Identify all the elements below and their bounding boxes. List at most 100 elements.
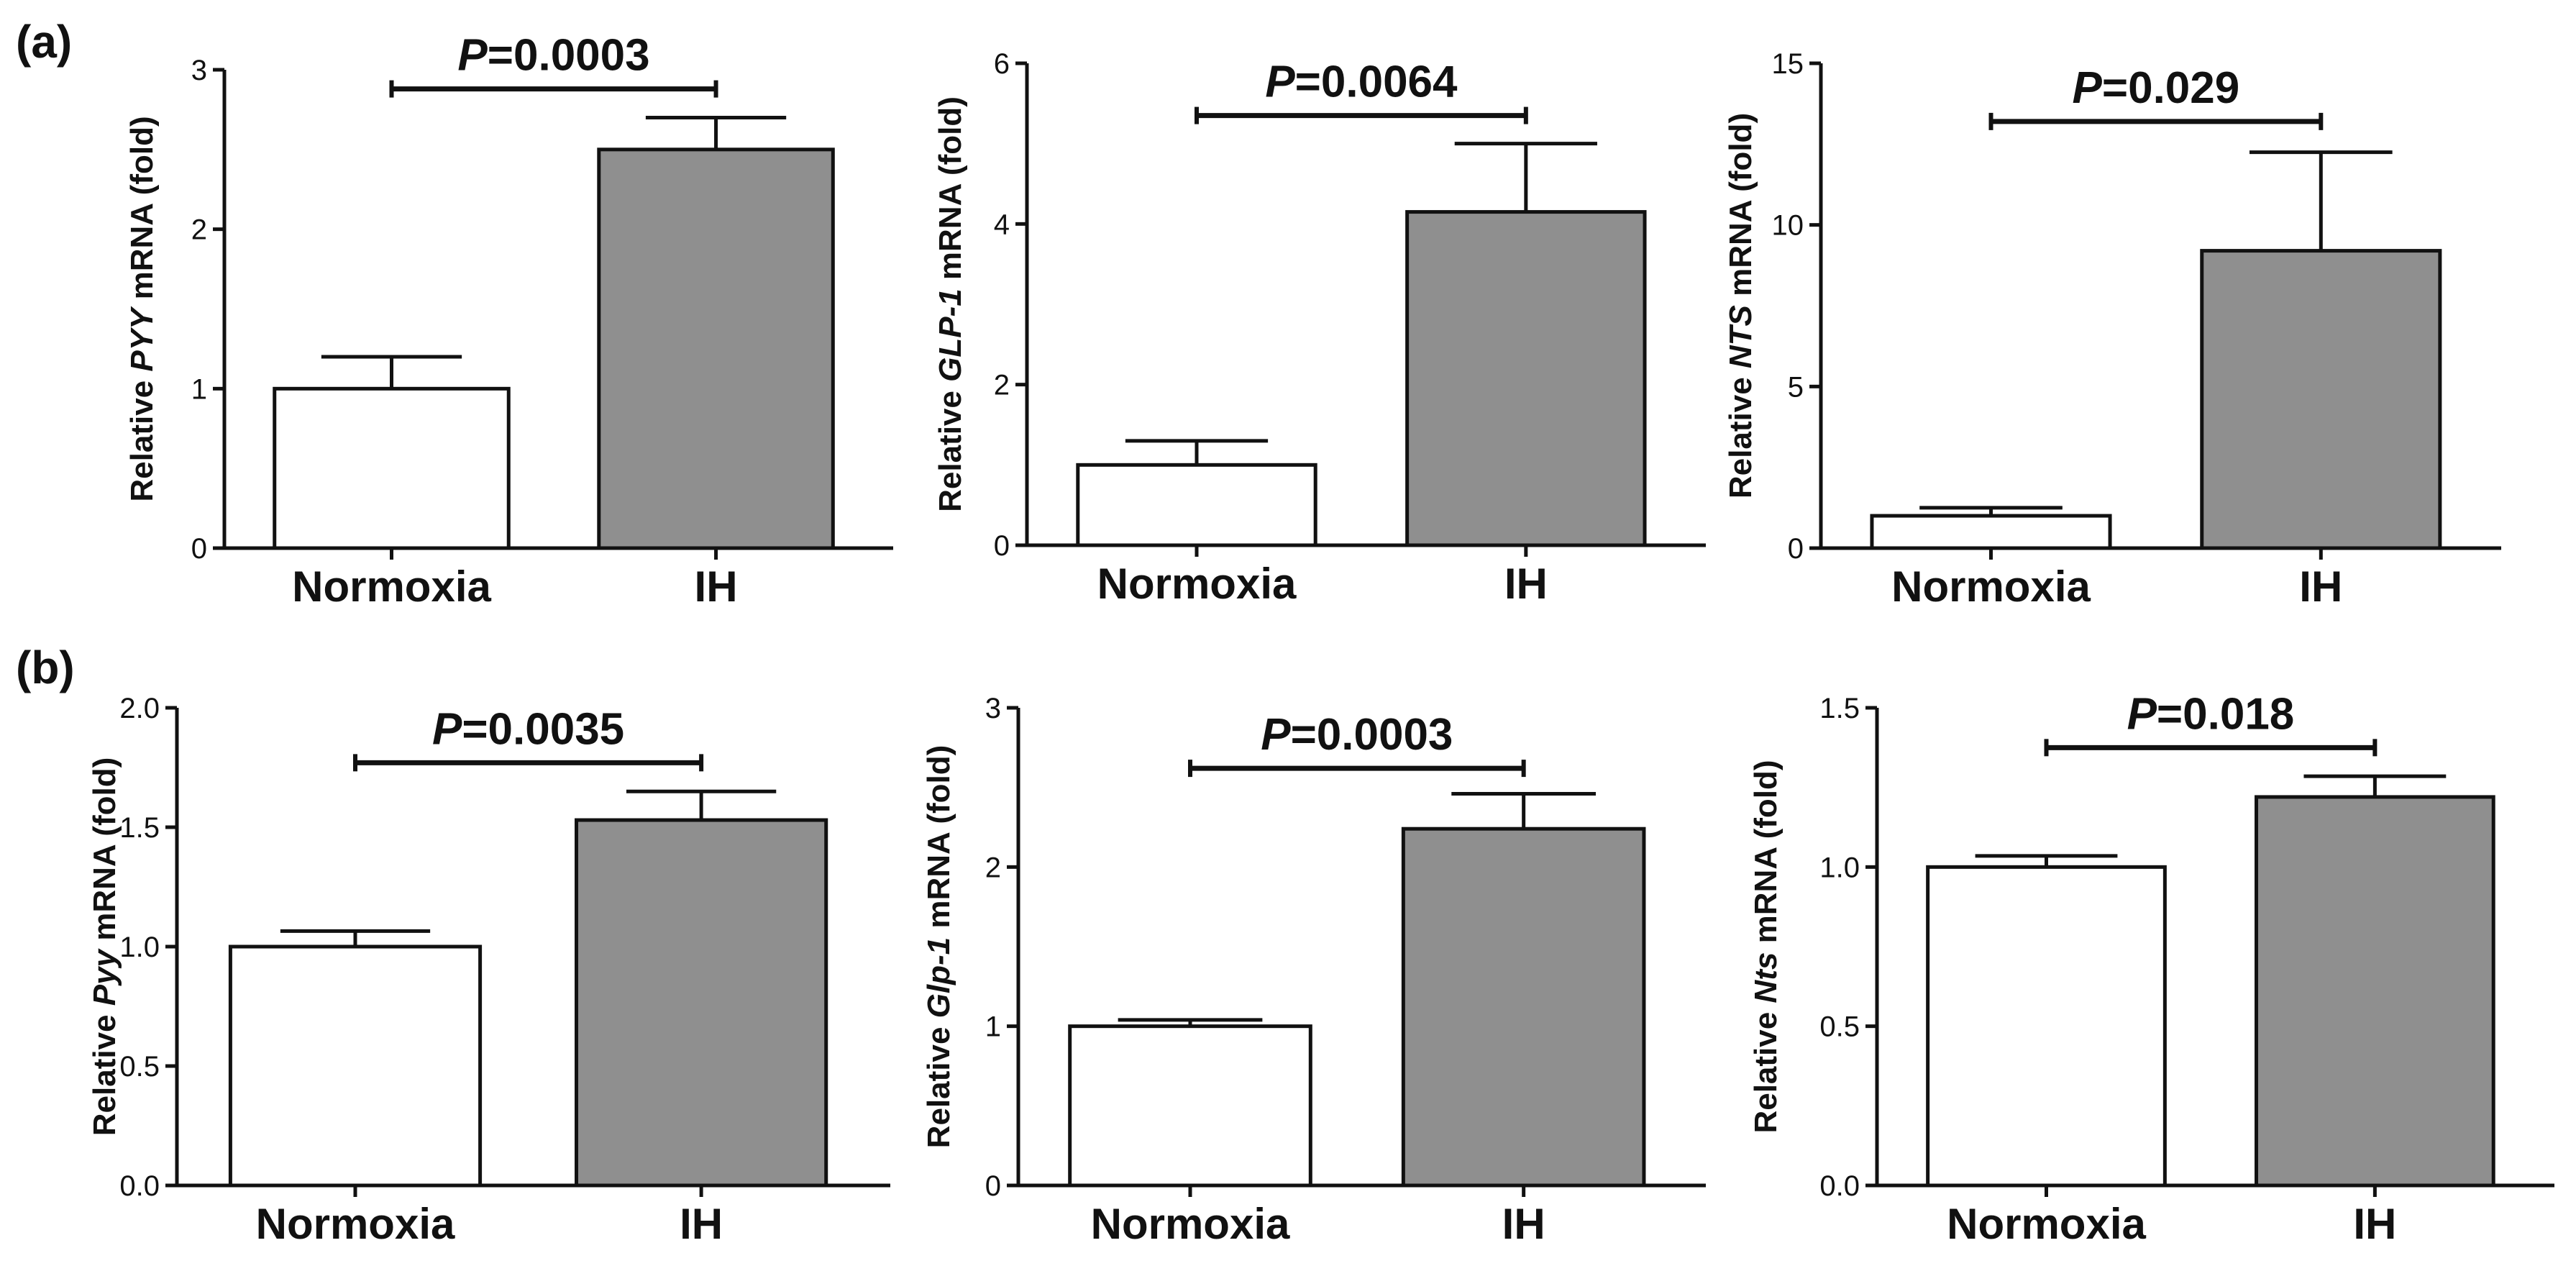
bar-normoxia [1068,1024,1312,1188]
y-tick-label: 0.5 [119,1051,160,1083]
y-axis-label: Relative Pyy mRNA (fold) [87,757,122,1136]
y-tick-label: 15 [1772,48,1804,80]
y-axis-label-suffix: mRNA (fold) [124,116,160,308]
y-tick-label: 4 [994,209,1010,240]
chart-5: 0 1 2 3 Normoxia IH P=0.0003 Relative Glp-1 mRN… [921,693,1706,1248]
bar-normoxia [1870,514,2112,550]
p-value-label: P=0.0064 [1265,58,1458,107]
panel-label-b: (b) [16,642,75,693]
x-category-label: IH [1502,1200,1545,1248]
x-category-label: Normoxia [1947,1200,2146,1248]
p-value-number: =0.029 [2102,63,2239,113]
y-tick-label: 1.0 [1819,852,1860,883]
y-tick-label: 5 [1788,371,1804,403]
chart-4: 0.0 0.5 1.0 1.5 2.0 Normoxia IH P=0.0035 Relativ… [87,693,890,1248]
x-category-label: IH [695,563,738,611]
y-tick-label: 0 [191,533,207,565]
y-axis-label-prefix: Relative [124,372,160,502]
bar-ih [597,147,835,550]
chart-2: 0 2 4 6 Normoxia IH P=0.0064 Relative GLP-1 mRN… [933,48,1706,608]
p-value-number: =0.018 [2157,689,2294,739]
x-category-label: IH [1504,560,1548,608]
y-tick-label: 0 [985,1170,1001,1202]
p-value-label: P=0.018 [2127,689,2295,739]
y-tick-label: 10 [1772,210,1804,242]
y-axis-label-prefix: Relative [921,1018,956,1148]
p-value-symbol: P [457,31,488,81]
y-axis-label-prefix: Relative [87,1006,122,1136]
p-value-symbol: P [432,704,462,754]
bar-normoxia [1076,463,1317,547]
bar-ih [575,818,828,1188]
y-axis-label-gene: Pyy [87,947,122,1006]
y-axis-label-prefix: Relative [1748,1003,1783,1134]
y-tick-label: 3 [985,693,1001,724]
p-value-number: =0.0064 [1295,58,1458,107]
x-category-label: Normoxia [1091,1200,1290,1248]
y-axis-label-gene: Glp-1 [921,937,956,1018]
bar-normoxia [228,944,483,1188]
bar-ih [1401,826,1646,1188]
y-axis-label: Relative Nts mRNA (fold) [1748,760,1783,1133]
p-value-number: =0.0035 [462,704,624,754]
x-category-label: IH [2353,1200,2396,1248]
p-value-symbol: P [1261,710,1291,760]
y-axis-label-suffix: mRNA (fold) [87,757,122,950]
y-tick-label: 0.0 [1819,1170,1860,1202]
bar-ih [1405,210,1647,547]
p-value-number: =0.0003 [1291,710,1453,760]
y-axis-label-gene: GLP-1 [933,288,968,382]
chart-1: 0 1 2 3 Normoxia IH P=0.0003 Relative PYY mRNA … [124,31,893,611]
x-category-label: Normoxia [1097,560,1297,608]
x-category-label: Normoxia [292,563,491,611]
y-tick-label: 1.5 [119,812,160,844]
y-axis-label-gene: PYY [124,306,160,372]
y-axis-label-prefix: Relative [933,382,968,512]
y-axis-label-suffix: mRNA (fold) [921,745,956,937]
chart-6: 0.0 0.5 1.0 1.5 Normoxia IH P=0.018 Relative Nt… [1748,689,2554,1248]
p-value-label: P=0.0003 [457,31,649,81]
y-tick-label: 1.0 [119,932,160,963]
bar-ih [2255,795,2495,1188]
y-axis-label: Relative PYY mRNA (fold) [124,116,160,501]
y-axis-label: Relative NTS mRNA (fold) [1723,113,1758,498]
p-value-number: =0.0003 [488,31,650,81]
y-axis-label: Relative GLP-1 mRNA (fold) [933,96,968,512]
y-axis-label-gene: NTS [1723,305,1758,368]
y-tick-label: 1 [985,1011,1001,1043]
bar-normoxia [1926,865,2167,1188]
x-category-label: Normoxia [256,1200,455,1248]
y-tick-label: 0.5 [1819,1011,1860,1043]
y-axis-label: Relative Glp-1 mRNA (fold) [921,745,956,1149]
y-tick-label: 0 [1788,533,1804,565]
panel-label-a: (a) [16,16,72,68]
y-tick-label: 2 [994,370,1010,401]
bar-normoxia [273,386,511,550]
p-value-symbol: P [2073,63,2103,113]
y-axis-label-gene: Nts [1748,952,1783,1003]
y-tick-label: 3 [191,55,207,86]
x-category-label: Normoxia [1891,563,2091,611]
p-value-symbol: P [2127,689,2157,739]
p-value-label: P=0.0035 [432,704,624,754]
y-tick-label: 0 [994,530,1010,562]
y-tick-label: 6 [994,48,1010,80]
y-tick-label: 2 [985,852,1001,883]
y-axis-label-suffix: mRNA (fold) [1723,113,1758,305]
bar-ih [2200,249,2442,550]
x-category-label: IH [680,1200,723,1248]
y-tick-label: 0.0 [119,1170,160,1202]
p-value-label: P=0.029 [2073,63,2240,113]
y-axis-label-suffix: mRNA (fold) [1748,760,1783,952]
x-category-label: IH [2299,563,2342,611]
y-axis-label-suffix: mRNA (fold) [933,96,968,288]
p-value-label: P=0.0003 [1261,710,1453,760]
y-tick-label: 1.5 [1819,693,1860,724]
p-value-symbol: P [1265,58,1295,107]
y-tick-label: 2 [191,214,207,246]
chart-3: 0 5 10 15 Normoxia IH P=0.029 Relative NTS mRNA… [1723,48,2501,611]
y-axis-label-prefix: Relative [1723,368,1758,498]
y-tick-label: 1 [191,373,207,405]
